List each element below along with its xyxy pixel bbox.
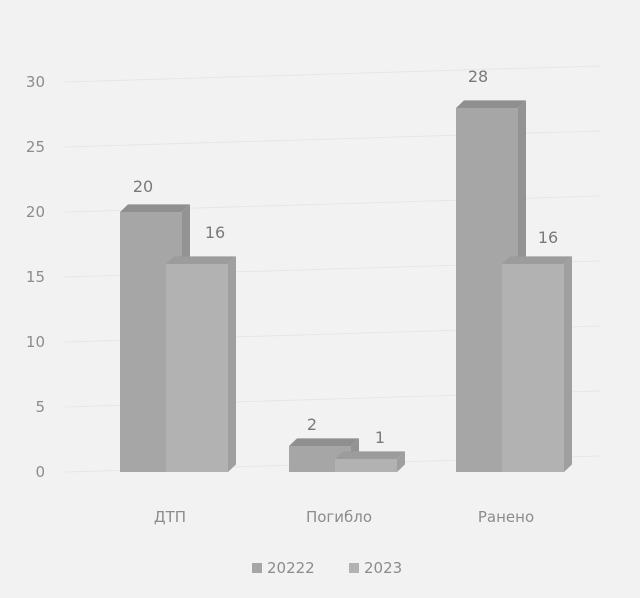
bar: [166, 264, 228, 472]
legend-swatch: [349, 563, 359, 573]
data-label: 28: [468, 67, 488, 86]
bar-top: [289, 438, 359, 446]
data-label: 16: [205, 223, 225, 242]
y-tick-label: 20: [26, 203, 45, 221]
bar-top: [335, 451, 405, 459]
bar-top: [120, 204, 190, 212]
y-tick-label: 0: [35, 463, 45, 481]
bar-top: [166, 256, 236, 264]
data-label: 1: [375, 428, 385, 447]
gridline: [64, 65, 601, 83]
category-label: Ранено: [478, 508, 534, 526]
bar-side: [564, 256, 572, 472]
category-label: ДТП: [154, 508, 186, 526]
data-label: 20: [133, 177, 153, 196]
legend-label: 20222: [267, 559, 315, 577]
bar-top: [502, 256, 572, 264]
y-tick-label: 25: [26, 138, 45, 156]
bar-side: [397, 451, 405, 472]
data-label: 16: [538, 228, 558, 247]
y-tick-label: 5: [35, 398, 45, 416]
category-label: Погибло: [306, 508, 372, 526]
bar-side: [228, 256, 236, 472]
y-tick-label: 10: [26, 333, 45, 351]
y-tick-label: 15: [26, 268, 45, 286]
legend-swatch: [252, 563, 262, 573]
bar: [335, 459, 397, 472]
bar-top: [456, 100, 526, 108]
y-tick-label: 30: [26, 73, 45, 91]
data-label: 2: [307, 415, 317, 434]
bar: [502, 264, 564, 472]
legend-label: 2023: [364, 559, 402, 577]
